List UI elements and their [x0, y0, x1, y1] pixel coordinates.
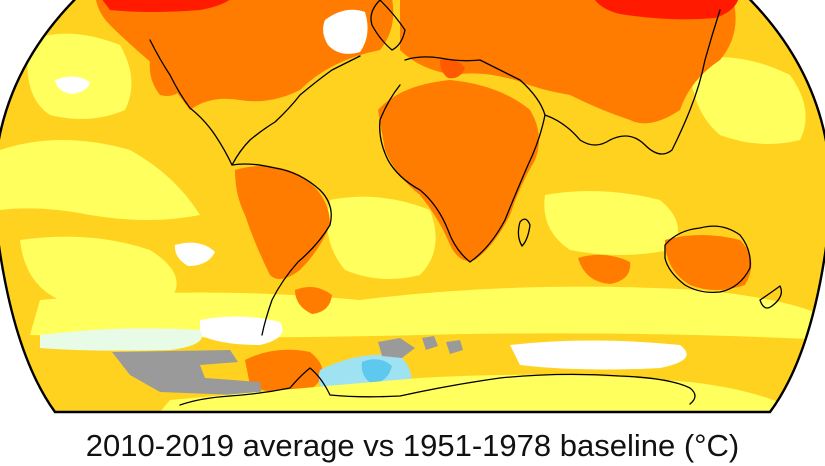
anomaly-fields — [0, 0, 825, 412]
antarctica-anomaly — [160, 374, 800, 412]
pale-band-west-pacific — [27, 33, 132, 119]
coastlines — [149, 0, 783, 406]
map-frame — [0, 0, 825, 414]
coastline-europe-africa — [379, 56, 546, 263]
coastline-australia — [664, 225, 751, 293]
australia-warm — [665, 235, 752, 290]
arctic-red-west — [95, 0, 240, 12]
coastline-asia — [544, 9, 721, 155]
southern-ocean-white-east — [510, 340, 687, 370]
antarctic-peninsula-warm — [245, 349, 323, 394]
no-data-east-antarctic-1 — [422, 336, 438, 350]
southern-ocean-white-west — [200, 316, 283, 345]
no-data-weddell-edge — [378, 338, 415, 358]
weddell-sea-strong-cooling — [361, 359, 392, 384]
pale-band-east-indian — [690, 57, 806, 145]
no-data-ross-sea — [112, 350, 262, 396]
coastline-madagascar — [517, 218, 531, 247]
coastline-south-america — [231, 163, 332, 336]
coastline-north-america — [149, 39, 361, 166]
pale-band-south-atlantic — [327, 196, 436, 279]
pale-band-south-pacific — [20, 236, 177, 305]
no-data-east-antarctic-2 — [446, 340, 463, 354]
south-america-warm — [235, 166, 330, 279]
north-pacific-white — [55, 76, 90, 94]
mediterranean-deep-orange — [440, 58, 465, 79]
coastline-antarctica — [179, 367, 696, 406]
coastline-greenland — [370, 0, 406, 51]
south-atlantic-warm — [295, 286, 332, 314]
map-caption: 2010-2019 average vs 1951-1978 baseline … — [85, 428, 740, 463]
south-pacific-white — [174, 242, 215, 266]
indian-ocean-warm — [578, 254, 631, 284]
coastline-new-zealand — [759, 285, 783, 309]
arctic-red-east — [590, 0, 740, 20]
southern-ocean-pale-green — [40, 328, 202, 351]
pale-band-indian-ocean — [544, 191, 678, 255]
north-atlantic-white — [323, 9, 368, 54]
africa-warm — [378, 80, 539, 261]
pale-band-equatorial-pacific — [0, 140, 200, 220]
eurasia-warm — [400, 0, 736, 124]
